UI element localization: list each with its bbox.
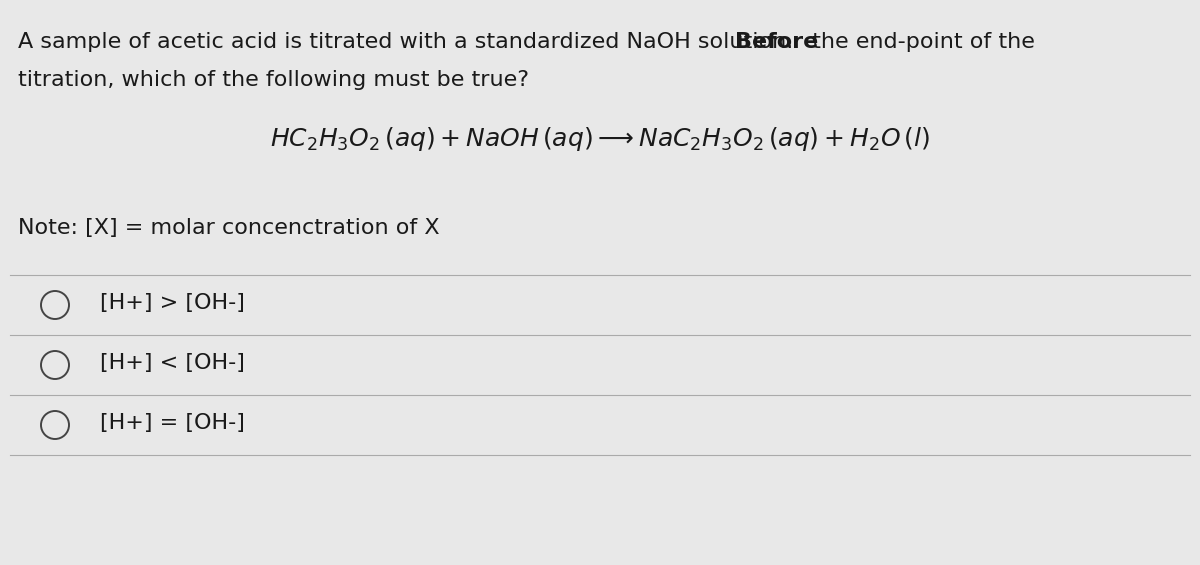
Text: titration, which of the following must be true?: titration, which of the following must b… <box>18 70 529 90</box>
Text: $\mathit{HC_2H_3O_2\,(aq) + NaOH\,(aq)}$$\mathit{\longrightarrow NaC_2H_3O_2\,(a: $\mathit{HC_2H_3O_2\,(aq) + NaOH\,(aq)}$… <box>270 125 930 153</box>
Text: Note: [X] = molar concenctration of X: Note: [X] = molar concenctration of X <box>18 218 439 238</box>
Text: A sample of acetic acid is titrated with a standardized NaOH solution.: A sample of acetic acid is titrated with… <box>18 32 800 52</box>
Text: [H+] > [OH-]: [H+] > [OH-] <box>100 293 245 313</box>
Text: Before: Before <box>734 32 818 52</box>
Text: the end-point of the: the end-point of the <box>805 32 1034 52</box>
Text: [H+] < [OH-]: [H+] < [OH-] <box>100 353 245 373</box>
Text: [H+] = [OH-]: [H+] = [OH-] <box>100 413 245 433</box>
